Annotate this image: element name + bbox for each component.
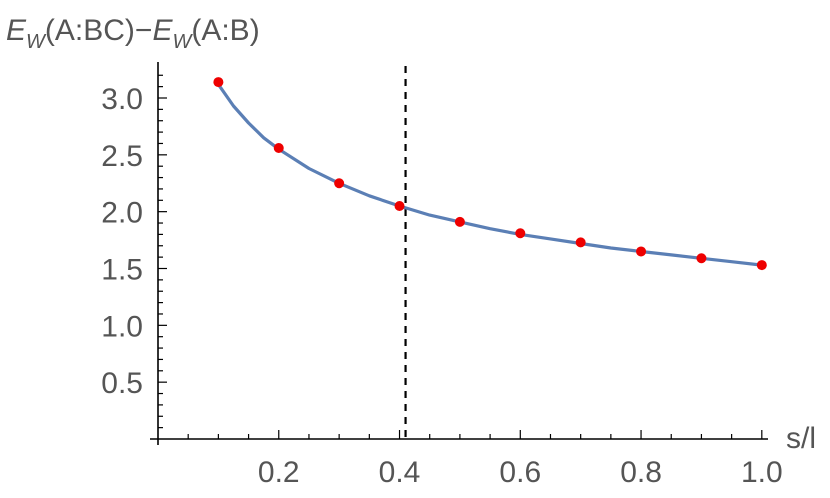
data-point [515,228,526,239]
fit-curve [217,83,762,267]
data-point [636,246,647,257]
y-tick-label: 1.0 [101,310,143,343]
x-axis-label: s/l [786,422,816,455]
data-point [454,216,465,227]
x-tick-label: 1.0 [741,456,783,489]
y-tick-label: 3.0 [101,83,143,116]
x-tick-label: 0.2 [258,456,300,489]
y-tick-label: 2.5 [101,140,143,173]
data-point [213,77,224,88]
axes: 0.2 0.4 0.6 0.8 1.0 0.5 1.0 1.5 2.0 2.5 3.0 [101,62,783,489]
y-tick-label: 2.0 [101,197,143,230]
x-tick-label: 0.8 [620,456,662,489]
data-point [756,260,767,271]
plot-area [213,66,767,439]
y-tick-label: 1.5 [101,254,143,287]
y-tick-label: 0.5 [101,367,143,400]
data-point [334,178,345,189]
data-point [696,253,707,264]
y-axis-label: EW(A:BC)−EW(A:B) [6,14,260,53]
x-tick-label: 0.4 [379,456,421,489]
data-point [394,200,405,211]
x-tick-label: 0.6 [499,456,541,489]
data-point [575,237,586,248]
data-point [273,143,284,154]
